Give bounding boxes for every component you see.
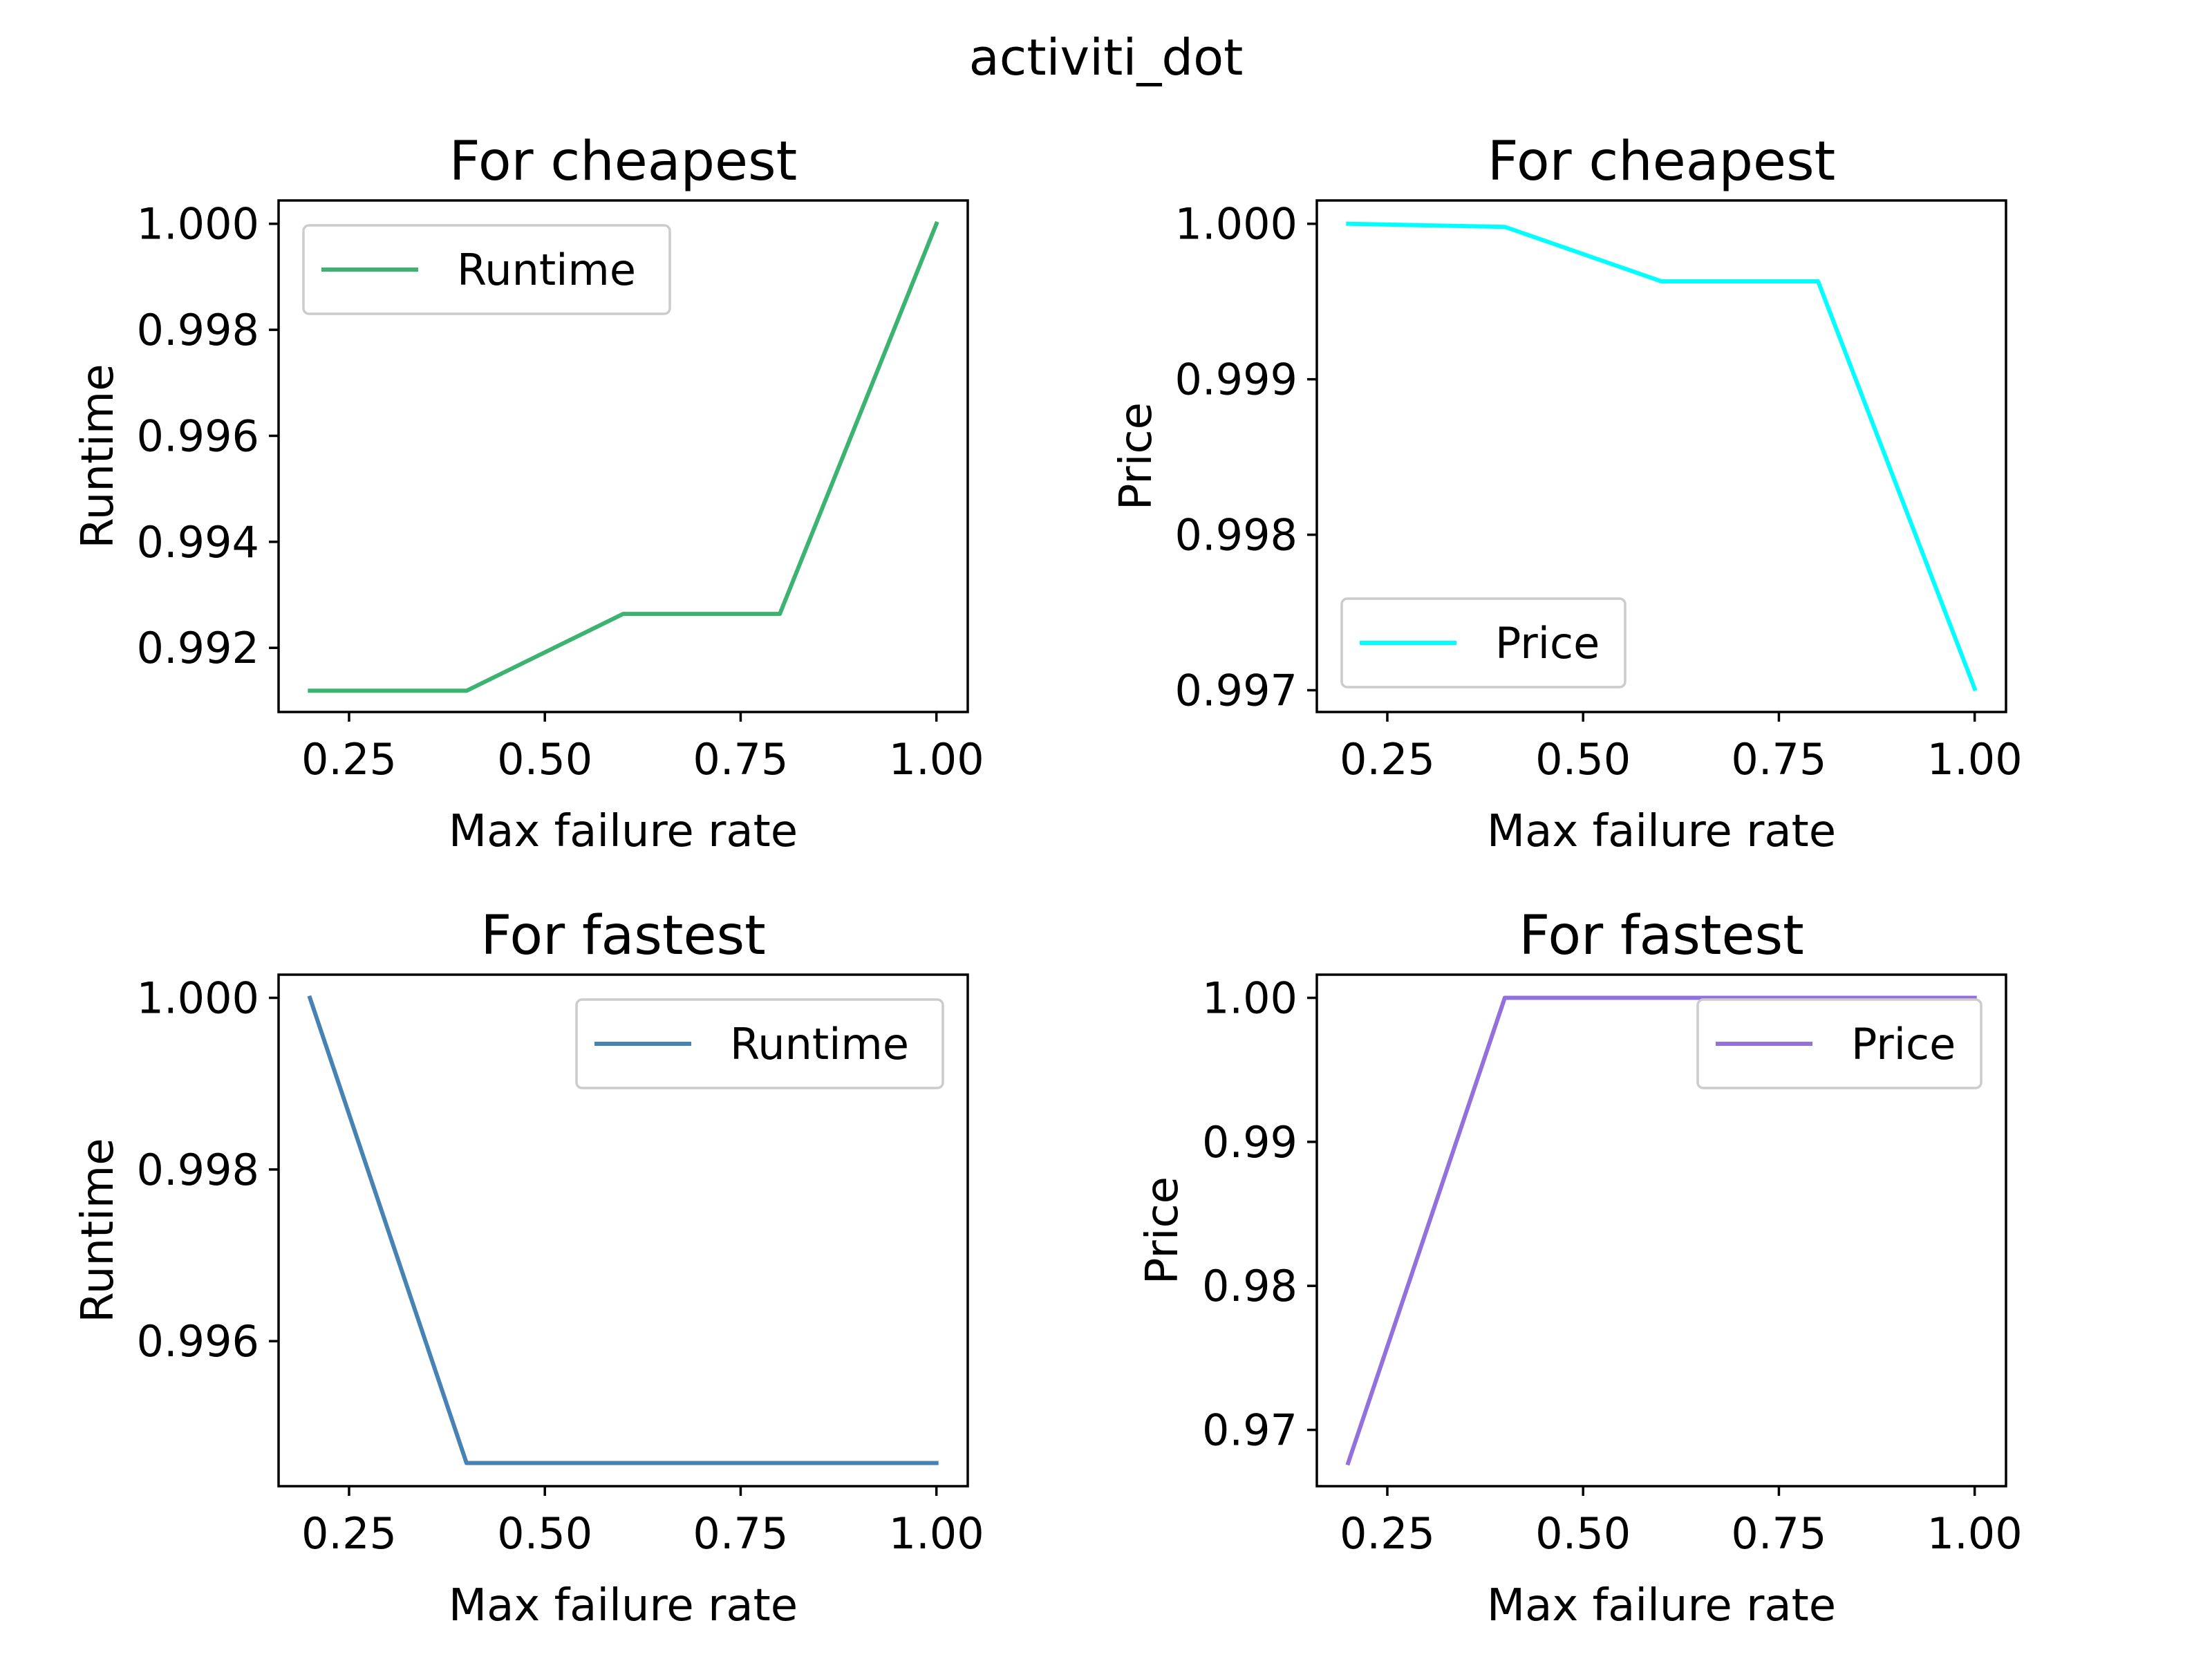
- legend-box: [1696, 998, 1983, 1089]
- legend-box: [1340, 597, 1627, 688]
- plot-frame: [1315, 199, 2007, 713]
- y-tick-label: 1.000: [1175, 199, 1298, 250]
- subplot-4: For fastest 0.25 0.50 0.75 1.00 0.97 0.98 0.99 1…: [1137, 905, 2023, 1631]
- x-tick-label: 0.50: [1535, 734, 1631, 785]
- x-tick-label: 0.25: [301, 734, 397, 785]
- y-tick-label: 0.98: [1202, 1261, 1297, 1311]
- y-axis-label: Runtime: [73, 1138, 124, 1322]
- legend: Price: [1696, 998, 1983, 1089]
- y-axis-label: Price: [1137, 1177, 1188, 1284]
- legend-label: Price: [1851, 1019, 1956, 1069]
- x-tick-label: 0.75: [693, 1508, 788, 1559]
- y-tick-label: 0.992: [137, 623, 260, 673]
- series-line-price: [1346, 221, 1978, 692]
- subplot-title: For fastest: [480, 905, 765, 967]
- subplot-2: For cheapest 0.25 0.50 0.75 1.00 0.997 0.998 0.…: [1111, 131, 2023, 857]
- x-tick-label: 0.25: [1340, 734, 1435, 785]
- y-tick-label: 0.99: [1202, 1117, 1297, 1168]
- y-tick-label: 0.998: [137, 1145, 260, 1195]
- y-tick-label: 0.996: [137, 1316, 260, 1367]
- series-line-price: [1345, 995, 1977, 1466]
- plot-frame: [1315, 973, 2007, 1488]
- x-axis-label: Max failure rate: [449, 806, 798, 857]
- subplot-3: For fastest 0.25 0.50 0.75 1.00 0.996 0.998 1.0…: [73, 905, 984, 1631]
- x-tick-label: 1.00: [1927, 1508, 2023, 1559]
- x-tick-label: 0.25: [1340, 1508, 1435, 1559]
- legend-box: [575, 998, 944, 1089]
- x-tick-label: 0.50: [1535, 1508, 1631, 1559]
- y-axis-label: Price: [1111, 402, 1162, 510]
- legend: Runtime: [575, 998, 944, 1089]
- y-tick-label: 0.997: [1175, 666, 1298, 716]
- y-tick-label: 1.00: [1202, 973, 1297, 1024]
- y-tick-label: 0.998: [137, 305, 260, 355]
- plot-frame: [277, 973, 969, 1488]
- x-tick-label: 0.50: [497, 734, 592, 785]
- legend-box: [302, 224, 671, 315]
- y-tick-label: 0.97: [1202, 1405, 1297, 1456]
- legend-label: Runtime: [457, 245, 636, 295]
- legend-label: Price: [1495, 618, 1600, 668]
- x-tick-label: 1.00: [1927, 734, 2023, 785]
- x-tick-label: 0.75: [1731, 1508, 1826, 1559]
- y-tick-label: 0.994: [137, 517, 260, 568]
- subplot-title: For cheapest: [449, 131, 798, 193]
- subplot-title: For fastest: [1519, 905, 1803, 967]
- plot-frame: [277, 199, 969, 713]
- y-tick-label: 1.000: [137, 973, 260, 1024]
- series-line-runtime: [307, 995, 939, 1465]
- y-tick-label: 0.996: [137, 411, 260, 461]
- y-tick-label: 0.999: [1175, 355, 1298, 405]
- subplot-grid: For cheapest 0.25 0.50 0.75 1.00 0.992 0.994 0.…: [73, 131, 2023, 1631]
- subplot-1: For cheapest 0.25 0.50 0.75 1.00 0.992 0.994 0.…: [73, 131, 984, 857]
- subplot-title: For cheapest: [1488, 131, 1836, 193]
- x-tick-label: 0.50: [497, 1508, 592, 1559]
- figure-title: activiti_dot: [969, 28, 1244, 86]
- series-line-runtime: [308, 221, 939, 693]
- y-axis-label: Runtime: [73, 364, 124, 548]
- x-tick-label: 0.25: [301, 1508, 397, 1559]
- x-axis-label: Max failure rate: [449, 1580, 798, 1631]
- x-tick-label: 1.00: [889, 1508, 984, 1559]
- x-tick-label: 0.75: [693, 734, 788, 785]
- x-axis-label: Max failure rate: [1487, 806, 1836, 857]
- y-tick-label: 0.998: [1175, 510, 1298, 561]
- x-tick-label: 0.75: [1731, 734, 1826, 785]
- y-tick-label: 1.000: [137, 199, 260, 250]
- legend: Price: [1340, 597, 1627, 688]
- legend: Runtime: [302, 224, 671, 315]
- legend-label: Runtime: [730, 1019, 909, 1069]
- x-tick-label: 1.00: [889, 734, 984, 785]
- x-axis-label: Max failure rate: [1487, 1580, 1836, 1631]
